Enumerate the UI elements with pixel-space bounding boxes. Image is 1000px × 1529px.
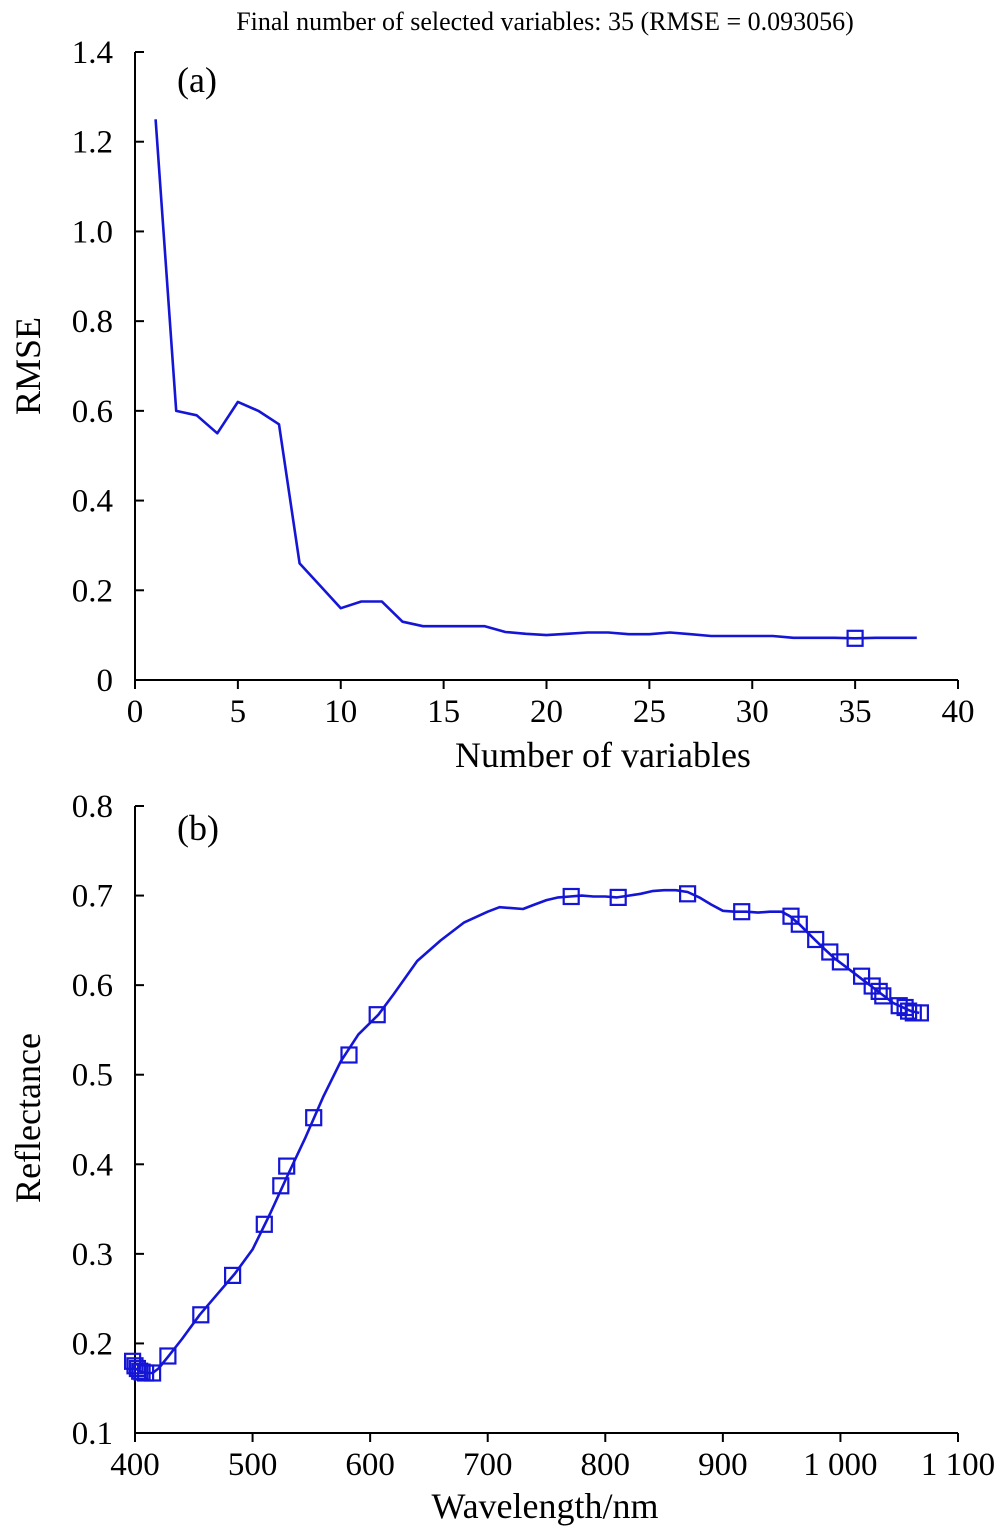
selected-variable-marker [678, 885, 697, 903]
selected-variable-marker [831, 953, 850, 971]
selected-variable-marker [305, 1109, 323, 1127]
y-tick-label: 1.4 [72, 35, 113, 71]
chart-title: Final number of selected variables: 35 (… [236, 7, 854, 36]
y-tick-label: 0.8 [72, 789, 113, 825]
x-tick-label: 600 [345, 1447, 395, 1483]
x-tick-label: 700 [463, 1447, 513, 1483]
panel-a-x-axis-title: Number of variables [455, 735, 751, 775]
y-tick-label: 0.4 [72, 484, 113, 520]
selected-variable-marker [846, 629, 864, 647]
y-tick-label: 0.7 [72, 879, 113, 915]
y-tick-label: 1.0 [72, 214, 113, 250]
y-tick-label: 0.4 [72, 1147, 113, 1183]
panel-b-y-axis-title: Reflectance [8, 1033, 48, 1203]
selected-variable-marker [562, 887, 580, 906]
selected-variable-marker [192, 1306, 210, 1324]
selected-variable-marker [899, 1002, 918, 1020]
selected-variable-marker [224, 1266, 242, 1285]
selected-variable-marker [144, 1364, 162, 1382]
selected-variable-marker [278, 1157, 296, 1175]
selected-variable-marker [733, 903, 751, 921]
selected-variable-marker [821, 943, 839, 961]
selected-variable-marker [159, 1347, 177, 1365]
panel-b-label: (b) [177, 808, 219, 848]
panel-a-rmse-chart: Final number of selected variables: 35 (… [8, 7, 975, 775]
y-tick-label: 0.2 [72, 1326, 113, 1362]
selected-variable-marker [255, 1215, 273, 1233]
panel-b-x-axis-title: Wavelength/nm [431, 1486, 658, 1526]
x-tick-label: 5 [230, 694, 247, 730]
x-tick-label: 40 [942, 694, 975, 730]
x-tick-label: 1 000 [803, 1447, 877, 1483]
series-line [154, 119, 917, 640]
y-tick-label: 0.3 [72, 1237, 113, 1273]
y-tick-label: 0.8 [72, 304, 113, 340]
selected-variable-marker [609, 888, 627, 907]
y-tick-label: 0.6 [72, 968, 113, 1004]
x-tick-label: 900 [698, 1447, 748, 1483]
panel-a-y-axis-title: RMSE [8, 317, 48, 415]
x-tick-label: 0 [127, 694, 144, 730]
x-tick-label: 400 [110, 1447, 160, 1483]
x-tick-label: 35 [839, 694, 872, 730]
selected-variable-marker [340, 1046, 358, 1064]
panel-b-reflectance-chart: 0.1 0.2 0.3 0.4 0.5 0.6 0.7 0.8 400 500 600 700 800… [8, 789, 995, 1526]
selected-variable-marker [368, 1006, 386, 1024]
x-tick-label: 800 [581, 1447, 631, 1483]
selected-variable-marker [272, 1177, 290, 1195]
selected-variable-marker [874, 987, 892, 1005]
x-tick-label: 25 [633, 694, 666, 730]
x-tick-label: 20 [530, 694, 563, 730]
y-tick-label: 0.6 [72, 394, 113, 430]
selected-variable-marker [852, 967, 871, 985]
selected-variable-marker [870, 982, 888, 1001]
y-tick-label: 0.2 [72, 573, 113, 609]
panel-a-label: (a) [177, 60, 217, 100]
y-tick-label: 0 [97, 663, 114, 699]
y-tick-label: 0.5 [72, 1058, 113, 1094]
x-tick-label: 30 [736, 694, 769, 730]
y-tick-label: 0.1 [72, 1416, 113, 1452]
selected-variable-marker [790, 915, 808, 933]
x-tick-label: 10 [324, 694, 357, 730]
x-tick-label: 15 [427, 694, 460, 730]
y-tick-label: 1.2 [72, 125, 113, 161]
selected-variable-marker [807, 930, 825, 949]
x-tick-label: 1 100 [921, 1447, 995, 1483]
series-line [131, 888, 920, 1375]
x-tick-label: 500 [228, 1447, 278, 1483]
selected-variable-marker [911, 1004, 930, 1022]
